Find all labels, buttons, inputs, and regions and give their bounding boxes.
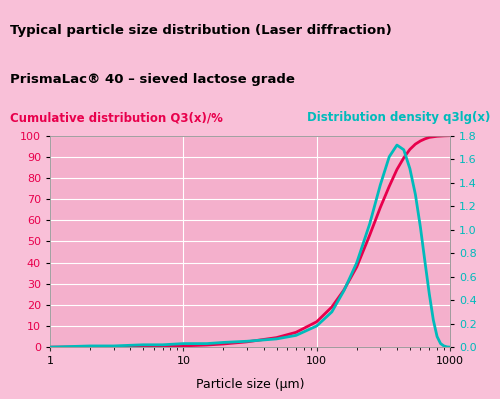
Text: Typical particle size distribution (Laser diffraction): Typical particle size distribution (Lase… [10, 24, 392, 37]
Text: Distribution density q3lg(x): Distribution density q3lg(x) [306, 111, 490, 124]
Text: Particle size (μm): Particle size (μm) [196, 378, 304, 391]
Text: PrismaLac® 40 – sieved lactose grade: PrismaLac® 40 – sieved lactose grade [10, 73, 295, 87]
Text: Cumulative distribution Q3(x)/%: Cumulative distribution Q3(x)/% [10, 111, 223, 124]
